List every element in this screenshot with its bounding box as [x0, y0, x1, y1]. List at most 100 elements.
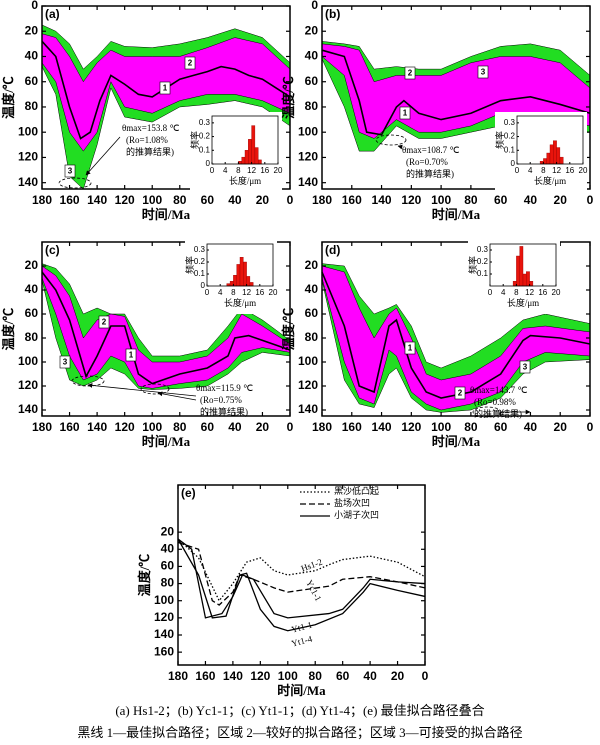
inset-y-tick-label: 0.2 [504, 132, 516, 141]
plot-frame [41, 5, 291, 190]
y-tick-label: 40 [25, 49, 39, 63]
y-tick-label: 80 [161, 576, 175, 590]
x-tick-label: 20 [554, 420, 568, 434]
x-tick-label: 80 [464, 193, 478, 207]
y-tick-label: 100 [154, 593, 174, 607]
x-tick-label: 40 [363, 669, 377, 683]
x-tick-label: 180 [32, 420, 52, 434]
inset-y-tick-label: 0.1 [194, 269, 206, 278]
y-tick-label: 20 [305, 258, 319, 272]
y-tick-label: 100 [298, 124, 318, 138]
x-tick-label: 60 [201, 420, 215, 434]
series-line [177, 541, 426, 606]
inset-x-label: 长度/μm [534, 175, 566, 186]
y-tick-label: 20 [161, 524, 175, 538]
inset-x-tick-label: 12 [552, 166, 561, 175]
x-tick-label: 180 [312, 193, 332, 207]
inset-y-tick-label: 0.2 [477, 257, 489, 266]
y-tick-label: 100 [18, 354, 38, 368]
region-label-box [404, 66, 416, 80]
x-tick-label: 60 [494, 420, 508, 434]
y-tick-label: 60 [305, 74, 319, 88]
histogram-bar [244, 150, 249, 165]
annotation: θmax=153.8 ℃ [122, 123, 180, 133]
inset-frame [489, 243, 557, 287]
y-axis-label: 温度/℃ [281, 308, 296, 351]
panel-label: (a) [45, 7, 60, 21]
histogram-bar [243, 261, 247, 287]
inset-background [495, 112, 587, 192]
inset-frame [206, 243, 274, 287]
region-label: 1 [129, 351, 134, 360]
histogram-bar [522, 273, 527, 287]
panel-label: (e) [181, 486, 196, 500]
inset-x-tick-label: 4 [501, 288, 506, 297]
annotation: 的推算结果) [474, 408, 522, 419]
y-tick-label: 0 [311, 0, 318, 12]
x-axis-label: 时间/Ma [277, 683, 326, 698]
inset-x-tick-label: 16 [255, 288, 264, 297]
x-tick-label: 120 [401, 420, 421, 434]
best-fit-path [321, 271, 591, 399]
y-tick-label: 140 [18, 175, 38, 189]
region-label-box [59, 355, 71, 369]
x-tick-label: 100 [142, 193, 162, 207]
histogram-bar [549, 144, 554, 165]
plot-frame [321, 241, 591, 417]
y-axis-label: 温度/℃ [1, 76, 16, 119]
histogram-bar [241, 156, 246, 165]
x-axis-label: 时间/Ma [432, 434, 481, 449]
series-label: Yt1-1 [290, 620, 313, 635]
panel-label: (d) [325, 243, 340, 257]
highlight-ellipse [375, 134, 407, 146]
x-tick-label: 180 [32, 193, 52, 207]
inset-x-tick-label: 8 [541, 166, 546, 175]
arrow [397, 144, 403, 150]
inset-y-label: 频率 [494, 131, 505, 149]
inset-x-tick-label: 20 [269, 288, 278, 297]
annotation: (Ro=0.70% [406, 157, 448, 167]
inset-y-tick-label: 0.3 [477, 245, 489, 254]
best-fit-path [41, 40, 291, 140]
x-tick-label: 100 [142, 420, 162, 434]
x-tick-label: 80 [173, 193, 187, 207]
inset-background [468, 240, 560, 314]
y-tick-label: 20 [25, 258, 39, 272]
x-tick-label: 0 [287, 193, 294, 207]
plot-frame [41, 241, 291, 417]
histogram-bar [258, 159, 262, 165]
x-tick-label: 40 [228, 193, 242, 207]
arrow [157, 391, 197, 401]
histogram-bar [254, 147, 259, 165]
x-tick-label: 20 [256, 420, 270, 434]
y-tick-label: 80 [25, 99, 39, 113]
annotation: (Ro=1.08% [126, 135, 168, 145]
y-axis-label: 温度/℃ [281, 76, 296, 119]
histogram-bar [516, 255, 520, 287]
y-tick-label: 40 [305, 282, 319, 296]
annotation: θmax=115.9 ℃ [196, 383, 253, 393]
series-label: Hs1-2 [300, 557, 324, 574]
x-tick-label: 80 [464, 420, 478, 434]
inset-x-tick-label: 16 [260, 166, 269, 175]
x-tick-label: 40 [524, 420, 538, 434]
region-label-box [519, 360, 531, 374]
inset-y-tick-label: 0.2 [199, 132, 211, 141]
y-tick-label: 60 [161, 559, 175, 573]
inset-x-tick-label: 12 [525, 288, 534, 297]
y-tick-label: 140 [298, 402, 318, 416]
x-tick-label: 160 [342, 420, 362, 434]
annotation: (Ro=0.75% [200, 395, 242, 405]
inset-background [190, 112, 282, 192]
inset-x-tick-label: 12 [247, 166, 256, 175]
x-tick-label: 140 [87, 193, 107, 207]
y-tick-label: 60 [25, 74, 39, 88]
annotation: 的推算结果) [126, 146, 174, 157]
annotation: 的推算结果) [200, 406, 248, 417]
x-tick-label: 0 [422, 669, 429, 683]
inset-x-tick-label: 16 [538, 288, 547, 297]
y-tick-label: 120 [298, 150, 318, 164]
x-tick-label: 160 [342, 193, 362, 207]
x-tick-label: 60 [201, 193, 215, 207]
inset-x-tick-label: 8 [231, 288, 236, 297]
